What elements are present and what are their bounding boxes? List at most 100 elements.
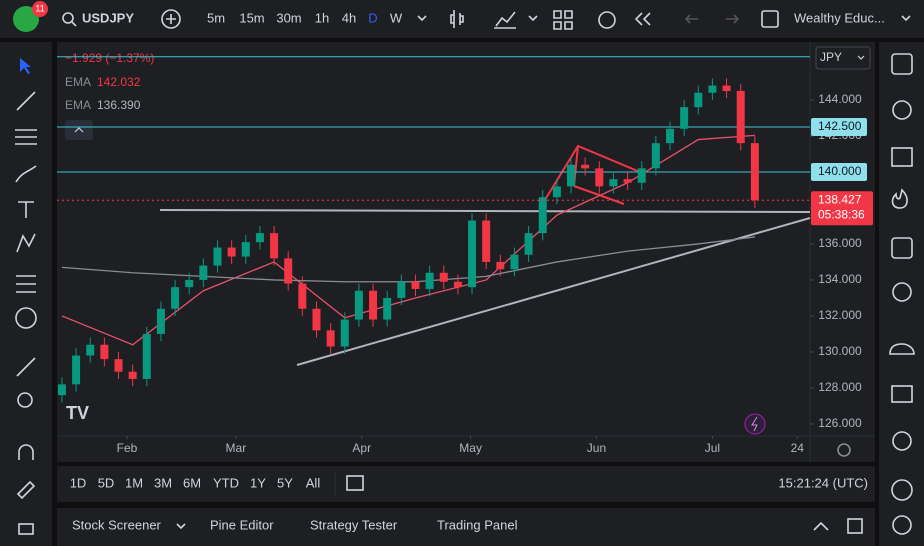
lock-drawing[interactable] [16,480,36,500]
hotlists[interactable] [891,188,908,209]
range-button[interactable]: 1Y [250,475,266,490]
measure-tool[interactable] [16,357,36,377]
panel-tab[interactable]: Stock Screener [72,517,162,532]
date-range[interactable] [346,475,364,491]
streams[interactable] [891,479,913,501]
calendar[interactable] [891,237,913,259]
messages[interactable] [891,385,913,403]
candle-body [369,290,378,320]
candle-body [270,233,279,259]
y-tick-label: 144.000 [818,92,862,106]
range-button[interactable]: 5Y [277,475,293,490]
prediction-tool[interactable] [16,275,36,293]
range-bar [57,466,875,502]
candle-body [156,308,165,334]
range-button[interactable]: All [306,475,321,490]
candle-body [114,359,123,372]
redo[interactable] [726,14,740,24]
panel-tab[interactable]: Pine Editor [210,517,274,532]
settings[interactable] [837,443,851,457]
candle-body [227,247,236,257]
candle-body [284,258,293,284]
text-tool[interactable] [18,201,34,218]
candle-body [241,242,250,257]
range-button[interactable]: 1D [70,475,87,490]
ema-label: EMA [65,98,91,112]
range-button[interactable]: 1M [125,475,143,490]
interval[interactable]: 1h [315,10,329,25]
range-button[interactable]: 6M [183,475,201,490]
interval[interactable]: 4h [342,10,356,25]
candle-body [171,287,180,309]
candle-body [708,85,717,93]
currency-button[interactable] [815,46,871,70]
layout-checkbox[interactable] [761,10,779,28]
brush-tool[interactable] [15,165,37,183]
search-icon [71,21,77,27]
x-tick-label: Mar [226,441,247,455]
news[interactable] [891,147,913,167]
candle-body [213,247,222,266]
ideas[interactable] [892,282,912,302]
emoji-tool[interactable] [15,307,37,329]
collapse-legend[interactable] [65,120,93,140]
currency[interactable]: JPY [820,50,842,64]
tab-dropdown[interactable] [176,523,186,530]
interval[interactable]: 5m [207,10,225,25]
range-button[interactable]: 3M [154,475,172,490]
interval-dropdown[interactable] [417,15,427,22]
notifications[interactable] [892,515,912,535]
chart-panel [57,42,875,462]
interval[interactable]: 30m [276,10,301,25]
add-symbol[interactable] [161,9,181,29]
zoom-tool[interactable] [17,392,33,408]
range-button[interactable]: YTD [213,475,239,490]
undo[interactable] [684,14,698,24]
alert[interactable] [598,11,616,29]
magnet-tool[interactable] [18,444,34,460]
help[interactable] [892,431,912,451]
lock[interactable] [18,523,34,535]
price-tag-label: 138.427 [818,192,862,206]
chart-type[interactable] [450,10,464,28]
account-dropdown[interactable] [901,15,911,22]
search-icon[interactable] [62,12,74,24]
interval[interactable]: D [368,10,377,25]
candle-body [411,281,420,289]
candle-body [439,272,448,282]
candle-body [312,308,321,331]
clock[interactable]: 15:21:24 (UTC) [778,475,868,490]
countdown: 05:38:36 [818,207,865,221]
x-tick-label: May [459,441,482,455]
replay[interactable] [634,12,651,26]
x-tick-label: 24 [791,441,805,455]
alerts[interactable] [892,100,912,120]
pattern-tool[interactable] [16,233,36,253]
panel-tab[interactable]: Trading Panel [437,517,518,532]
chats[interactable] [889,343,915,355]
interval[interactable]: 15m [239,10,264,25]
candle-body [255,233,264,243]
y-tick-label: 130.000 [818,344,862,358]
maximize-panel[interactable] [847,518,863,534]
fib-tool[interactable] [15,129,37,145]
account[interactable]: Wealthy Educ... [794,10,885,25]
candle-body [552,186,561,198]
range-button[interactable]: 5D [98,475,115,490]
watchlist[interactable] [891,53,913,75]
events-icon[interactable] [744,413,766,435]
candle-body [680,107,689,129]
candle-body [524,233,533,255]
indicators-dropdown[interactable] [528,15,538,22]
layouts[interactable] [553,10,573,30]
avatar[interactable] [13,6,39,32]
interval[interactable]: W [390,10,403,25]
trend-line-tool[interactable] [16,91,36,111]
symbol[interactable]: USDJPY [82,10,134,25]
panel-tab[interactable]: Strategy Tester [310,517,398,532]
indicators[interactable] [494,11,516,29]
y-tick-label: 128.000 [818,380,862,394]
currency-dropdown [857,55,865,60]
expand-panel[interactable] [813,521,829,531]
cursor-tool[interactable] [20,58,31,74]
